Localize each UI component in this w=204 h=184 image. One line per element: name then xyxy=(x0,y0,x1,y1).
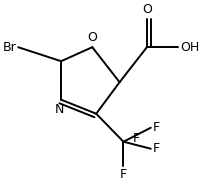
Text: O: O xyxy=(142,3,152,16)
Text: O: O xyxy=(87,31,97,44)
Text: Br: Br xyxy=(2,41,16,54)
Text: F: F xyxy=(120,168,127,181)
Text: N: N xyxy=(54,103,64,116)
Text: F: F xyxy=(153,121,160,134)
Text: F: F xyxy=(133,132,140,145)
Text: OH: OH xyxy=(180,41,199,54)
Text: F: F xyxy=(153,142,160,155)
